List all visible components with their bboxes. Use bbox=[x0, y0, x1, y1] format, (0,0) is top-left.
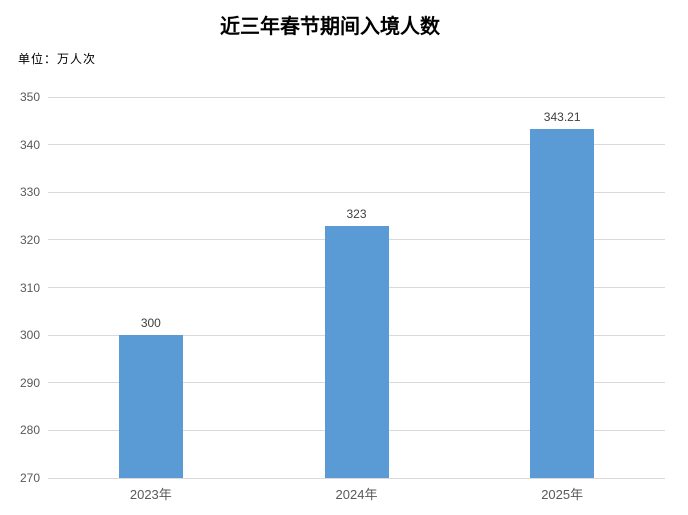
y-axis-tick-label: 330 bbox=[19, 185, 40, 200]
y-axis-tick-label: 320 bbox=[19, 232, 40, 247]
gridline bbox=[48, 144, 665, 146]
unit-label: 单位：万人次 bbox=[18, 52, 97, 66]
data-label: 343.21 bbox=[543, 110, 581, 125]
gridline bbox=[48, 96, 665, 98]
gridline bbox=[48, 477, 665, 479]
y-axis-tick-label: 310 bbox=[19, 280, 40, 295]
gridline bbox=[48, 191, 665, 193]
y-axis-tick-label: 290 bbox=[19, 375, 40, 390]
bar-2023年 bbox=[118, 335, 183, 478]
bar-2025年 bbox=[530, 129, 595, 478]
y-axis-tick-label: 280 bbox=[19, 423, 40, 438]
y-axis-tick-label: 340 bbox=[19, 137, 40, 152]
y-axis-tick-label: 270 bbox=[19, 471, 40, 485]
chart-title: 近三年春节期间入境人数 bbox=[220, 14, 440, 38]
x-axis-tick-label: 2023年 bbox=[129, 487, 172, 502]
data-label: 323 bbox=[346, 206, 367, 221]
y-axis-tick-label: 300 bbox=[19, 328, 40, 343]
y-axis-tick-label: 350 bbox=[19, 90, 40, 104]
plot-area: 270 280 290 300 310 320 330 340 350 300 2023年 323 20… bbox=[20, 91, 665, 502]
x-axis-tick-label: 2024年 bbox=[335, 487, 378, 502]
x-axis-tick-label: 2025年 bbox=[541, 487, 584, 502]
data-label: 300 bbox=[140, 316, 161, 331]
bar-2024年 bbox=[324, 225, 389, 478]
